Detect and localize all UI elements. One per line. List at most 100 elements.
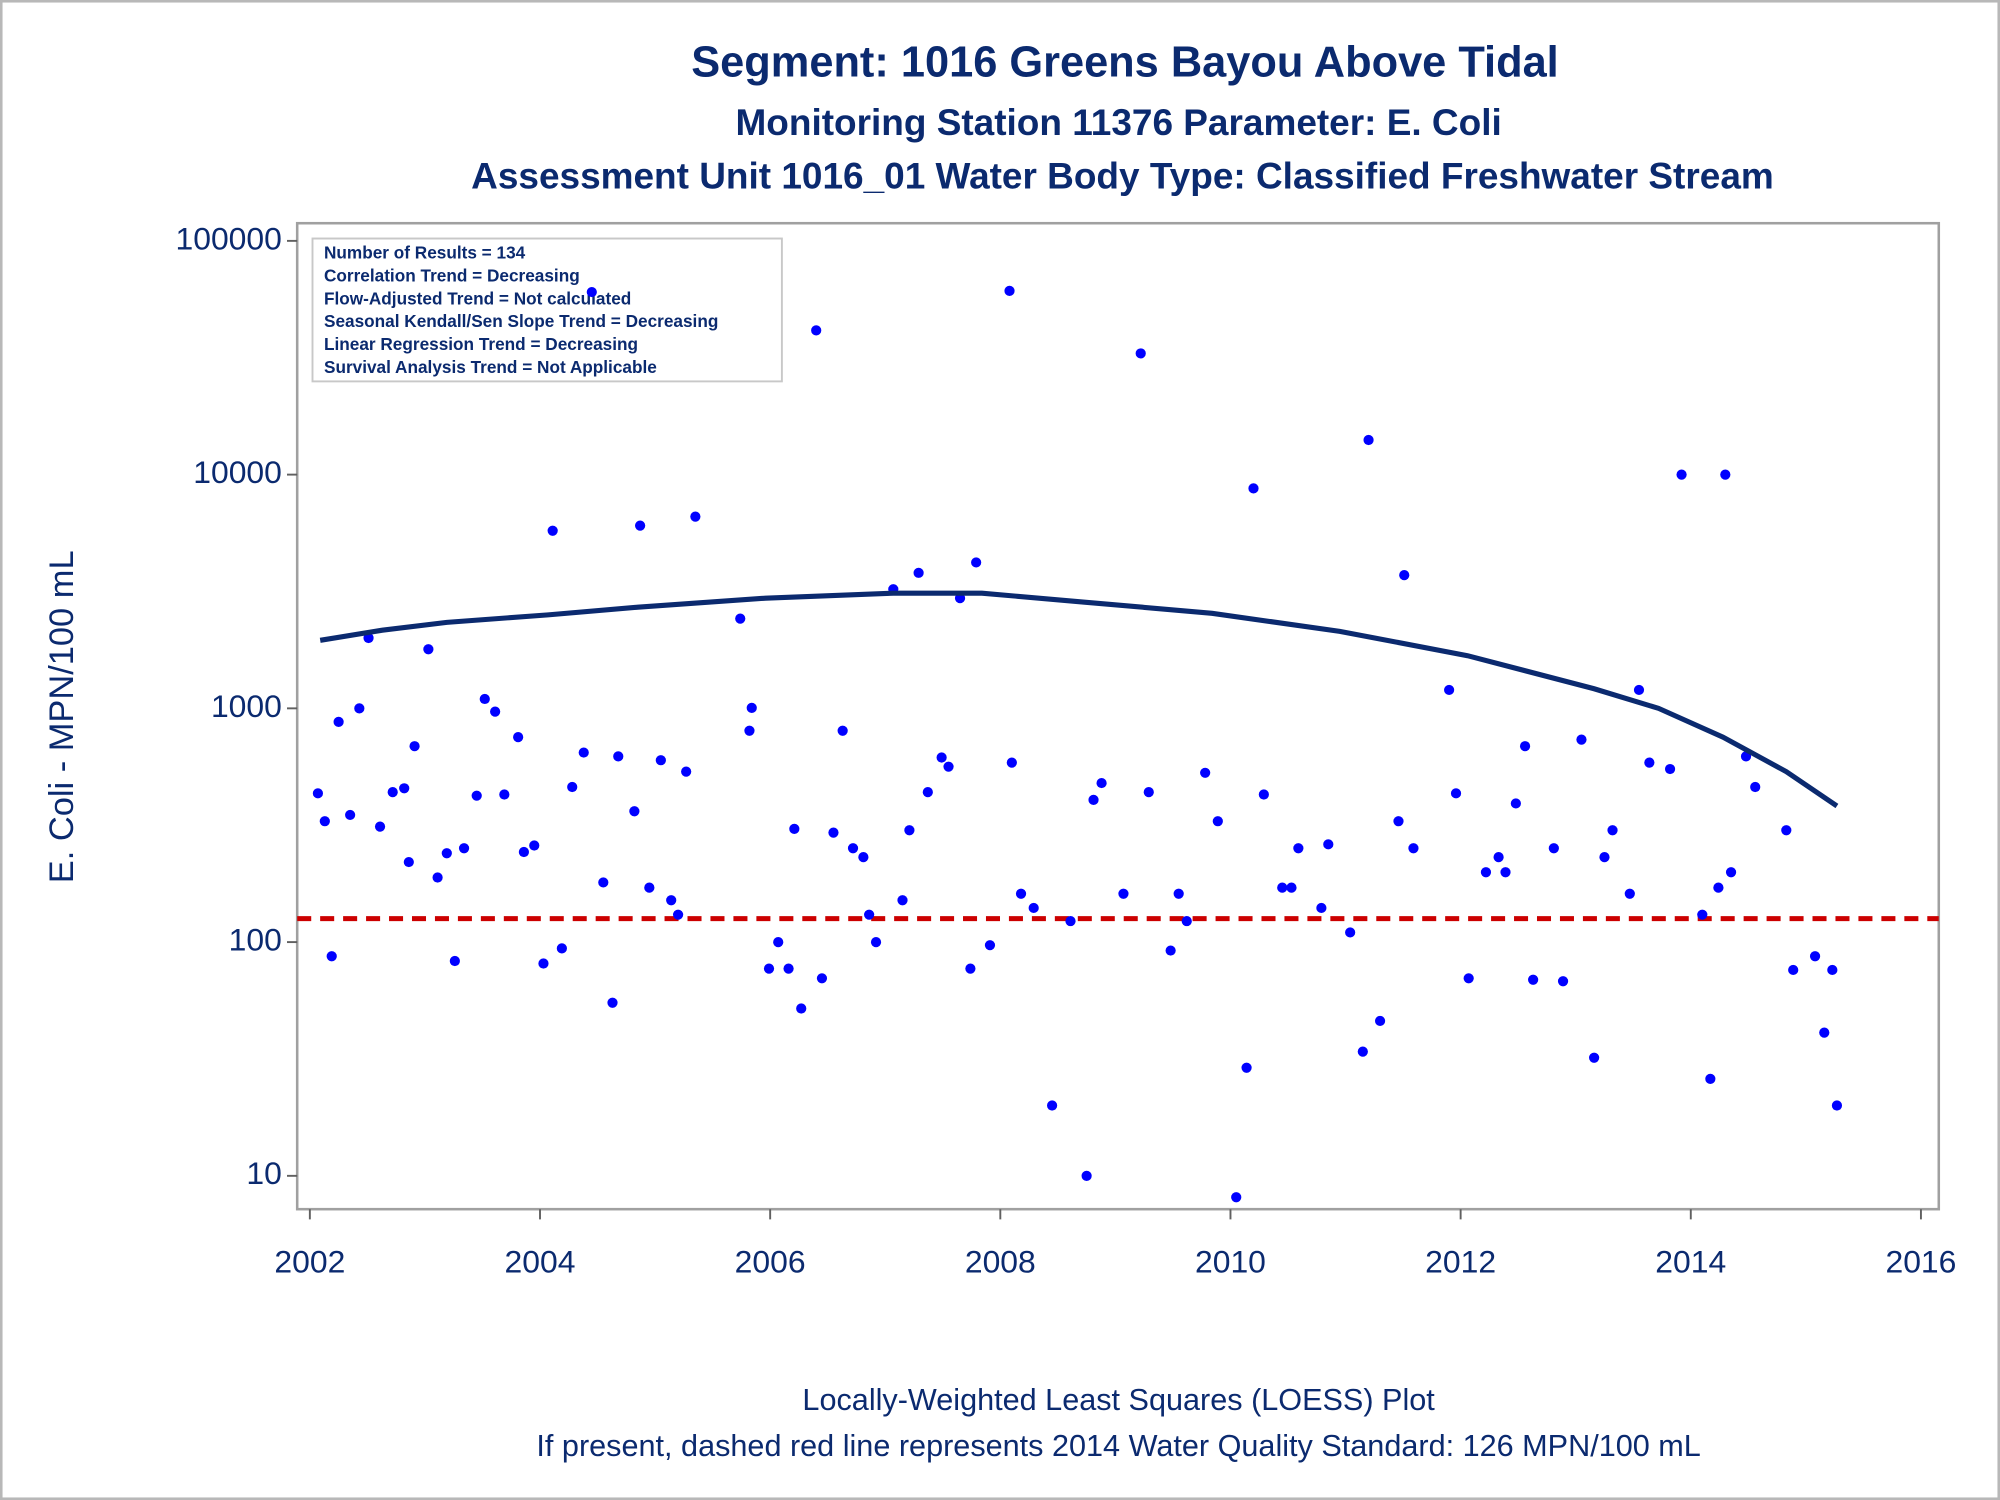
data-point <box>1450 788 1462 799</box>
data-point <box>635 520 646 531</box>
data-point <box>518 846 529 858</box>
data-point <box>1599 852 1610 863</box>
data-point <box>1241 1062 1252 1073</box>
footnote: If present, dashed red line represents 2… <box>536 1429 1700 1463</box>
data-point <box>965 963 976 974</box>
data-point <box>1819 1027 1830 1038</box>
chart-subtitle: Monitoring Station 11376 Parameter: E. C… <box>735 102 1501 143</box>
data-point <box>984 940 996 951</box>
data-point <box>1664 763 1676 775</box>
data-point <box>1393 816 1404 827</box>
plot-area: 10 100 1000 10000 100000 2002 2004 2006 2008 2010… <box>176 220 1957 1279</box>
data-point <box>1519 741 1531 752</box>
data-point <box>326 951 337 962</box>
x-tick-label: 2006 <box>735 1243 806 1279</box>
data-point <box>763 963 775 974</box>
data-point <box>1399 570 1410 581</box>
data-point <box>870 936 882 948</box>
data-point <box>943 761 954 772</box>
data-point <box>409 741 420 752</box>
data-point <box>864 909 875 920</box>
data-point <box>1081 1170 1092 1181</box>
data-point <box>1705 1073 1716 1084</box>
x-tick-label: 2004 <box>505 1243 576 1279</box>
data-point <box>1096 777 1107 789</box>
data-point <box>644 882 655 893</box>
data-point <box>403 856 414 868</box>
data-point <box>666 895 677 906</box>
data-point <box>913 567 924 578</box>
data-point <box>449 955 460 967</box>
data-point <box>1576 734 1587 745</box>
data-point <box>1697 909 1708 920</box>
y-tick-label: 10000 <box>193 454 282 490</box>
data-point <box>529 840 540 851</box>
stats-box <box>311 237 783 383</box>
data-point <box>1557 976 1569 987</box>
data-point <box>1374 1015 1386 1027</box>
stats-line: Correlation Trend = Decreasing <box>324 265 580 285</box>
data-point <box>783 963 794 974</box>
chart-title: Segment: 1016 Greens Bayou Above Tidal <box>691 39 1558 87</box>
data-point <box>578 747 589 758</box>
data-point <box>1809 951 1821 962</box>
y-tick-label: 10 <box>246 1155 281 1191</box>
data-point <box>1316 902 1327 914</box>
data-point <box>1181 915 1192 927</box>
data-point <box>1607 825 1618 836</box>
data-point <box>1589 1052 1600 1063</box>
x-tick-label: 2016 <box>1885 1243 1956 1279</box>
data-point <box>598 877 609 888</box>
stats-line: Number of Results = 134 <box>324 242 526 262</box>
y-tick-label: 100 <box>229 922 282 958</box>
data-point <box>1528 974 1539 985</box>
data-point <box>681 766 692 777</box>
data-point <box>936 752 947 763</box>
data-point <box>363 632 374 644</box>
data-point <box>1212 816 1223 827</box>
data-point <box>607 997 618 1008</box>
data-point <box>547 525 558 536</box>
data-point <box>1357 1046 1368 1057</box>
stats-line: Seasonal Kendall/Sen Slope Trend = Decre… <box>324 311 718 331</box>
data-point <box>773 936 784 948</box>
data-point <box>904 825 915 836</box>
data-point <box>479 693 490 705</box>
data-point <box>811 325 822 336</box>
loess-curve <box>319 590 1839 809</box>
data-point <box>746 702 757 713</box>
data-point <box>655 755 666 766</box>
data-point <box>672 909 684 920</box>
data-point <box>319 816 330 827</box>
data-point <box>1363 434 1374 446</box>
y-tick-label: 1000 <box>211 688 282 724</box>
data-point <box>423 644 434 655</box>
data-point <box>847 843 859 854</box>
data-point <box>1408 843 1419 854</box>
data-point <box>1286 882 1297 893</box>
data-point <box>567 781 578 793</box>
data-point <box>1277 882 1288 893</box>
data-point <box>1231 1192 1242 1203</box>
data-point <box>1345 927 1356 938</box>
data-point <box>1047 1100 1058 1111</box>
data-point <box>735 613 746 624</box>
data-point <box>1725 867 1737 878</box>
data-point <box>1720 469 1731 480</box>
chart-subtitle: Assessment Unit 1016_01 Water Body Type:… <box>471 155 1774 196</box>
data-point <box>1827 964 1838 976</box>
stats-line: Flow-Adjusted Trend = Not calculated <box>324 288 631 308</box>
data-point <box>1293 843 1304 854</box>
stats-line: Survival Analysis Trend = Not Applicable <box>324 357 657 377</box>
data-point <box>1644 757 1655 768</box>
data-point <box>556 943 567 954</box>
data-point <box>1788 964 1799 976</box>
data-point <box>1118 888 1129 899</box>
data-point <box>1781 825 1792 836</box>
data-point <box>629 806 640 817</box>
data-point <box>1548 843 1559 854</box>
data-point <box>1493 852 1504 863</box>
data-point <box>1006 757 1017 768</box>
data-point <box>538 958 549 969</box>
data-point <box>432 872 443 883</box>
